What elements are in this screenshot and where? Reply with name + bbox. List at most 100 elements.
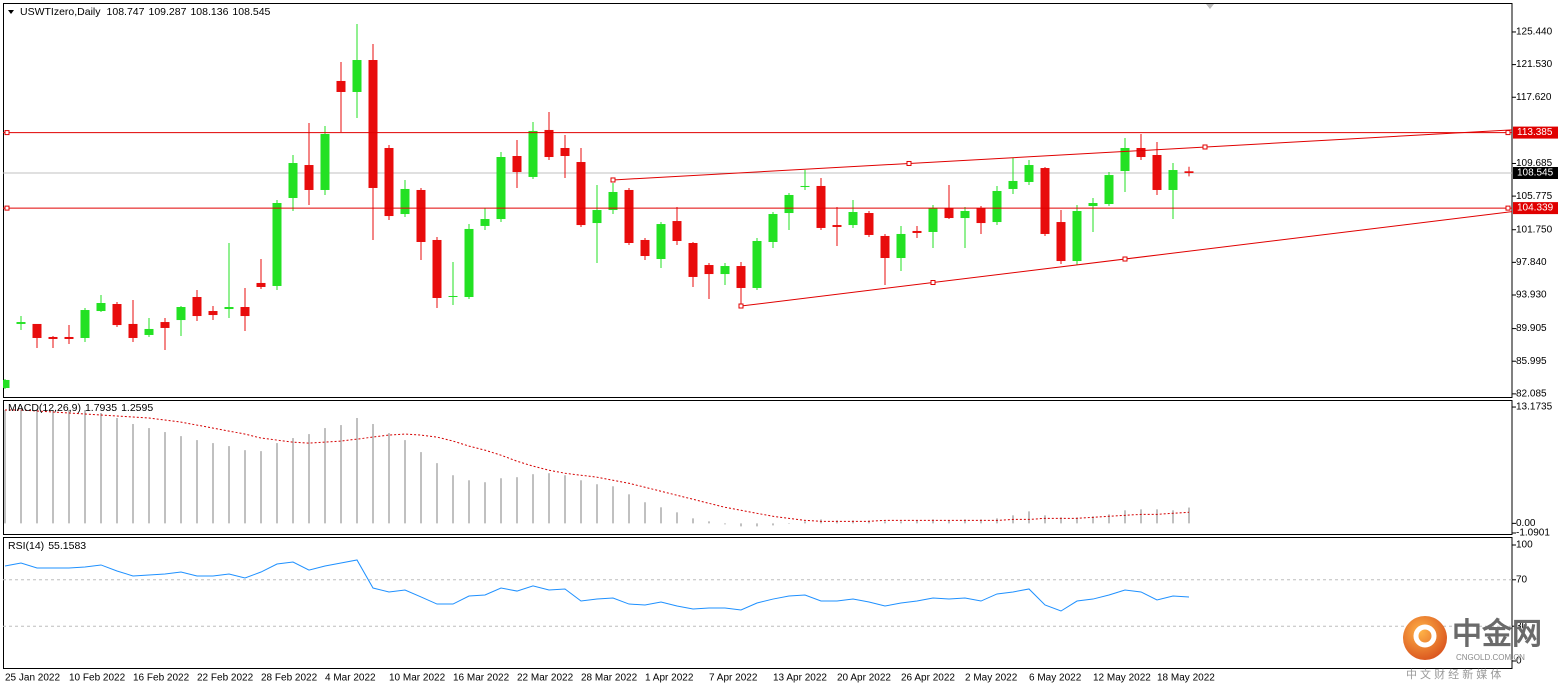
domain: CNGOLD.COM.CN [1456, 653, 1525, 662]
macd-bar [948, 520, 950, 524]
candle-body [320, 133, 330, 190]
macd-bar [932, 519, 934, 524]
symbol: USWTIzero,Daily [20, 6, 101, 18]
macd-bar [516, 477, 518, 524]
macd-bar [1092, 516, 1094, 524]
axes: 125.440 121.530 117.620 109.685 105.775 101.7… [5, 27, 1558, 684]
candle-body [64, 336, 74, 339]
x-tick-label: 22 Mar 2022 [517, 673, 574, 684]
macd-bar [884, 521, 886, 524]
candle-body [3, 379, 10, 388]
trendline-midpoint [906, 160, 912, 166]
macd-bar [356, 418, 358, 524]
macd-bar [644, 502, 646, 524]
macd-bar [52, 409, 54, 524]
macd-header: MACD(12,26,9) 1.7935 1.2595 [8, 402, 153, 414]
macd-bar [580, 480, 582, 524]
x-tick-label: 28 Feb 2022 [261, 673, 318, 684]
candle-body [16, 322, 26, 324]
candle-body [864, 213, 874, 235]
line-handle [1505, 205, 1511, 211]
candle-body [528, 130, 538, 177]
macd-bar [1060, 517, 1062, 524]
macd-bar [36, 409, 38, 524]
candle-body [688, 242, 698, 277]
macd-bar [1140, 509, 1142, 524]
line-handle [1505, 130, 1511, 136]
macd-bar [548, 473, 550, 524]
x-tick-label: 13 Apr 2022 [773, 673, 827, 684]
x-tick-label: 28 Mar 2022 [581, 673, 638, 684]
candle-body [992, 190, 1002, 223]
candle-body [1136, 147, 1146, 158]
candle-body [624, 189, 634, 243]
trendline-handle [1122, 256, 1128, 262]
candle-body [784, 194, 794, 214]
candle-body [880, 235, 890, 259]
y-tick-label: 101.750 [1516, 224, 1553, 235]
candle-body [960, 211, 970, 219]
macd-bar [340, 425, 342, 524]
x-tick-label: 16 Mar 2022 [453, 673, 510, 684]
macd-bar [788, 523, 790, 524]
price-tag [1513, 126, 1558, 139]
close: 108.545 [232, 6, 270, 18]
macd-bar [484, 482, 486, 524]
macd-bar [564, 475, 566, 524]
x-tick-label: 2 May 2022 [965, 673, 1018, 684]
candle-body [656, 224, 666, 260]
candle-body [352, 60, 362, 92]
macd-bar [1044, 515, 1046, 524]
candle-body [336, 80, 346, 92]
candle-body [1040, 168, 1050, 234]
macd-plot [4, 409, 1190, 527]
y-tick-label: 121.530 [1516, 59, 1553, 70]
high: 109.287 [148, 6, 186, 18]
line-handle [4, 130, 10, 136]
macd-bar [404, 440, 406, 524]
candle-body [32, 323, 42, 338]
macd-bar [468, 480, 470, 524]
macd-bar [228, 446, 230, 524]
candle-body [304, 165, 314, 190]
candle-body [112, 304, 122, 326]
candle-body [1024, 165, 1034, 182]
candle-body [176, 307, 186, 321]
candle-body [128, 323, 138, 338]
brand: 中金网 [1452, 617, 1542, 651]
candle-body [416, 189, 426, 242]
y-tick-label: 0 [1516, 656, 1522, 667]
rsi-panel [3, 537, 1513, 669]
macd-bar [164, 432, 166, 524]
rsi-plot [3, 559, 1512, 627]
candle-body [800, 185, 810, 187]
macd-bar [1172, 510, 1174, 524]
macd-bar [964, 519, 966, 524]
macd-title: MACD(12,26,9) [8, 402, 81, 414]
macd-bar [388, 433, 390, 524]
macd-bar [196, 440, 198, 524]
y-tick-label: 109.685 [1516, 158, 1553, 169]
candle-body [1152, 155, 1162, 190]
macd-bar [308, 434, 310, 524]
candle-body [928, 208, 938, 232]
candle-body [144, 328, 154, 335]
macd-bar [692, 518, 694, 524]
candle-body [1120, 147, 1130, 172]
macd-bar [1156, 509, 1158, 524]
candle-body [560, 147, 570, 157]
candle-body [1104, 175, 1114, 205]
macd-bar [436, 463, 438, 524]
menu-arrow [8, 10, 14, 14]
macd-bar [1108, 514, 1110, 524]
open: 108.747 [107, 6, 145, 18]
macd-bar [68, 409, 70, 524]
signal-line [5, 409, 1190, 522]
candle-body [432, 239, 442, 298]
scroll-marker [1206, 4, 1214, 9]
candle-body [208, 311, 218, 316]
candle-body [752, 240, 762, 288]
y-tick-label: 70 [1516, 574, 1528, 585]
